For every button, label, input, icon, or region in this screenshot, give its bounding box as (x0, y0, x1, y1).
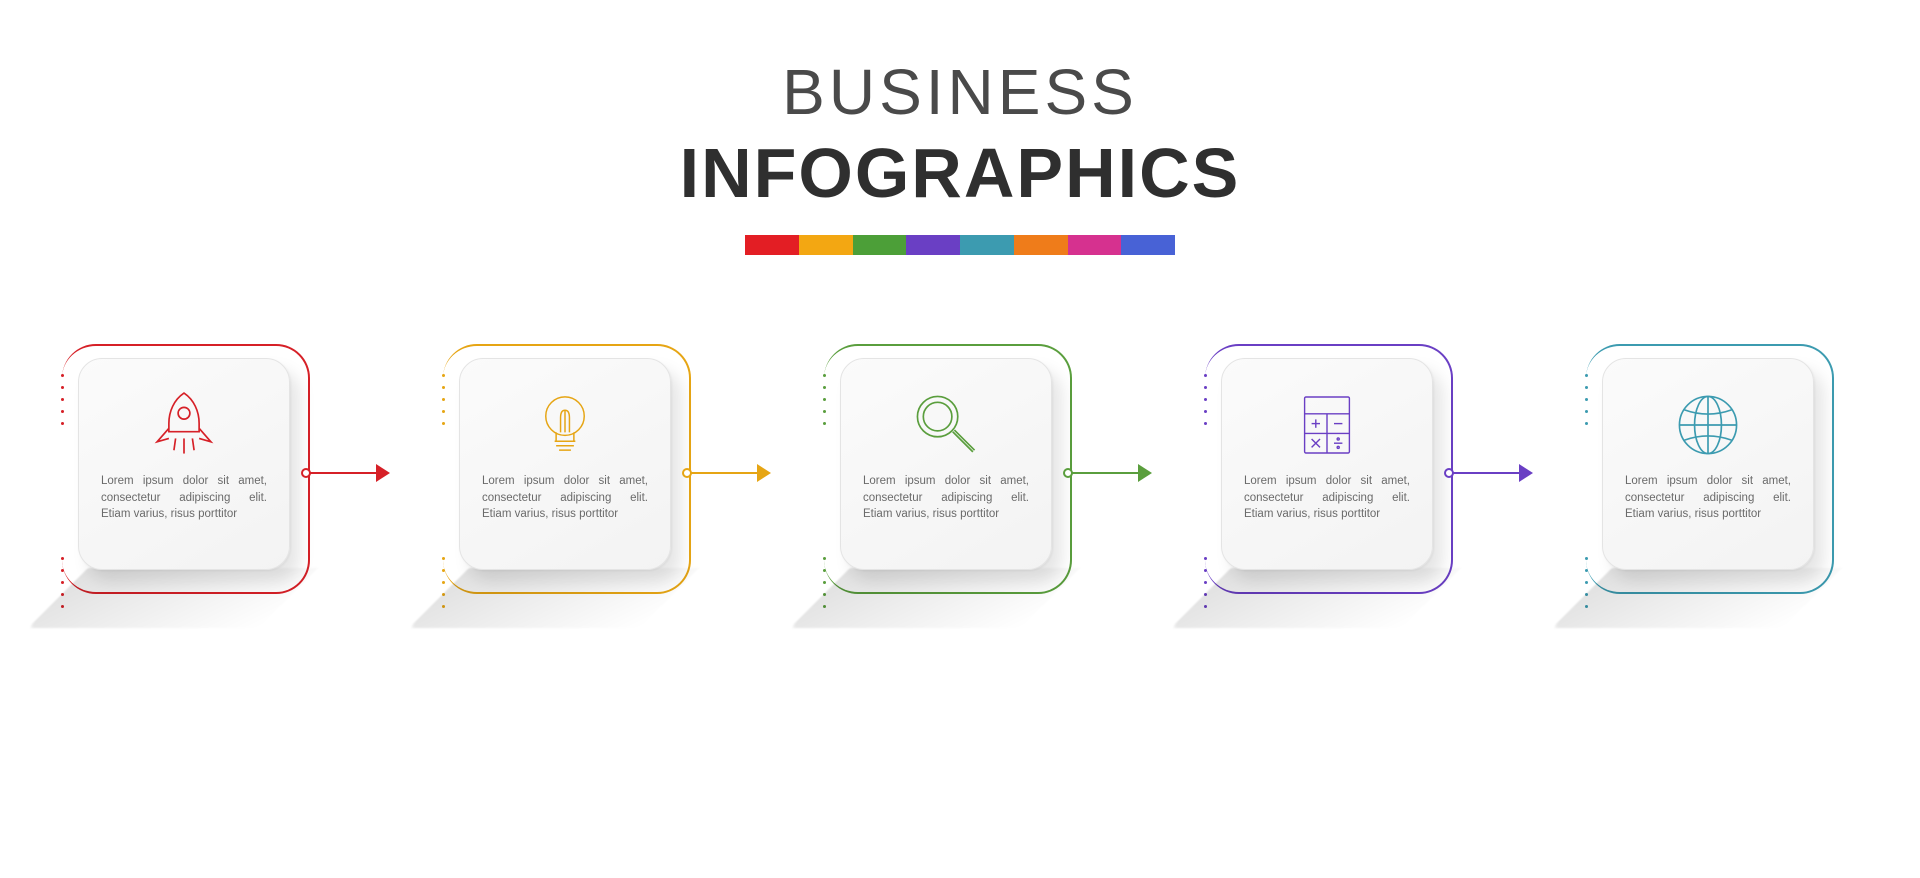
step-1: Lorem ipsum dolor sit amet, consectetur … (78, 358, 318, 598)
step-card: Lorem ipsum dolor sit amet, consectetur … (1602, 358, 1814, 570)
step-5: Lorem ipsum dolor sit amet, consectetur … (1602, 358, 1842, 598)
rocket-icon (101, 377, 267, 473)
connector-arrow (1449, 472, 1531, 474)
color-bar-seg (1014, 235, 1068, 255)
lightbulb-icon (482, 377, 648, 473)
globe-icon (1625, 377, 1791, 473)
color-bar-seg (853, 235, 907, 255)
arrowhead-icon (1138, 464, 1152, 482)
title-line1: BUSINESS (0, 55, 1920, 129)
connector-start-circle (1063, 468, 1073, 478)
step-card: Lorem ipsum dolor sit amet, consectetur … (78, 358, 290, 570)
dotted-line-top (1204, 374, 1207, 425)
connector-arrow (306, 472, 388, 474)
step-text: Lorem ipsum dolor sit amet, consectetur … (482, 473, 648, 523)
color-bar-seg (799, 235, 853, 255)
connector-start-circle (301, 468, 311, 478)
color-bar-seg (1068, 235, 1122, 255)
dotted-line-top (61, 374, 64, 425)
step-text: Lorem ipsum dolor sit amet, consectetur … (101, 473, 267, 523)
color-bar-seg (906, 235, 960, 255)
magnifier-icon (863, 377, 1029, 473)
connector-line (1068, 472, 1140, 474)
step-card: Lorem ipsum dolor sit amet, consectetur … (840, 358, 1052, 570)
dotted-line-top (442, 374, 445, 425)
title-block: BUSINESS INFOGRAPHICS (0, 55, 1920, 255)
steps-row: Lorem ipsum dolor sit amet, consectetur … (78, 348, 1842, 608)
dotted-line-bottom (442, 557, 445, 608)
dotted-line-bottom (61, 557, 64, 608)
connector-line (687, 472, 759, 474)
step-card: Lorem ipsum dolor sit amet, consectetur … (1221, 358, 1433, 570)
dotted-line-top (1585, 374, 1588, 425)
arrowhead-icon (1519, 464, 1533, 482)
connector-start-circle (682, 468, 692, 478)
connector-arrow (1068, 472, 1150, 474)
step-card: Lorem ipsum dolor sit amet, consectetur … (459, 358, 671, 570)
connector-line (306, 472, 378, 474)
dotted-line-bottom (1204, 557, 1207, 608)
step-4: Lorem ipsum dolor sit amet, consectetur … (1221, 358, 1461, 598)
color-bar-seg (960, 235, 1014, 255)
calculator-icon (1244, 377, 1410, 473)
color-bar-seg (745, 235, 799, 255)
infographic-page: BUSINESS INFOGRAPHICS (0, 0, 1920, 878)
connector-line (1449, 472, 1521, 474)
dotted-line-bottom (1585, 557, 1588, 608)
connector-start-circle (1444, 468, 1454, 478)
color-bar-seg (1121, 235, 1175, 255)
arrowhead-icon (757, 464, 771, 482)
step-3: Lorem ipsum dolor sit amet, consectetur … (840, 358, 1080, 598)
dotted-line-bottom (823, 557, 826, 608)
title-color-bar (745, 235, 1175, 255)
title-line2: INFOGRAPHICS (0, 133, 1920, 213)
dotted-line-top (823, 374, 826, 425)
connector-arrow (687, 472, 769, 474)
step-2: Lorem ipsum dolor sit amet, consectetur … (459, 358, 699, 598)
step-text: Lorem ipsum dolor sit amet, consectetur … (1244, 473, 1410, 523)
step-text: Lorem ipsum dolor sit amet, consectetur … (1625, 473, 1791, 523)
arrowhead-icon (376, 464, 390, 482)
step-text: Lorem ipsum dolor sit amet, consectetur … (863, 473, 1029, 523)
